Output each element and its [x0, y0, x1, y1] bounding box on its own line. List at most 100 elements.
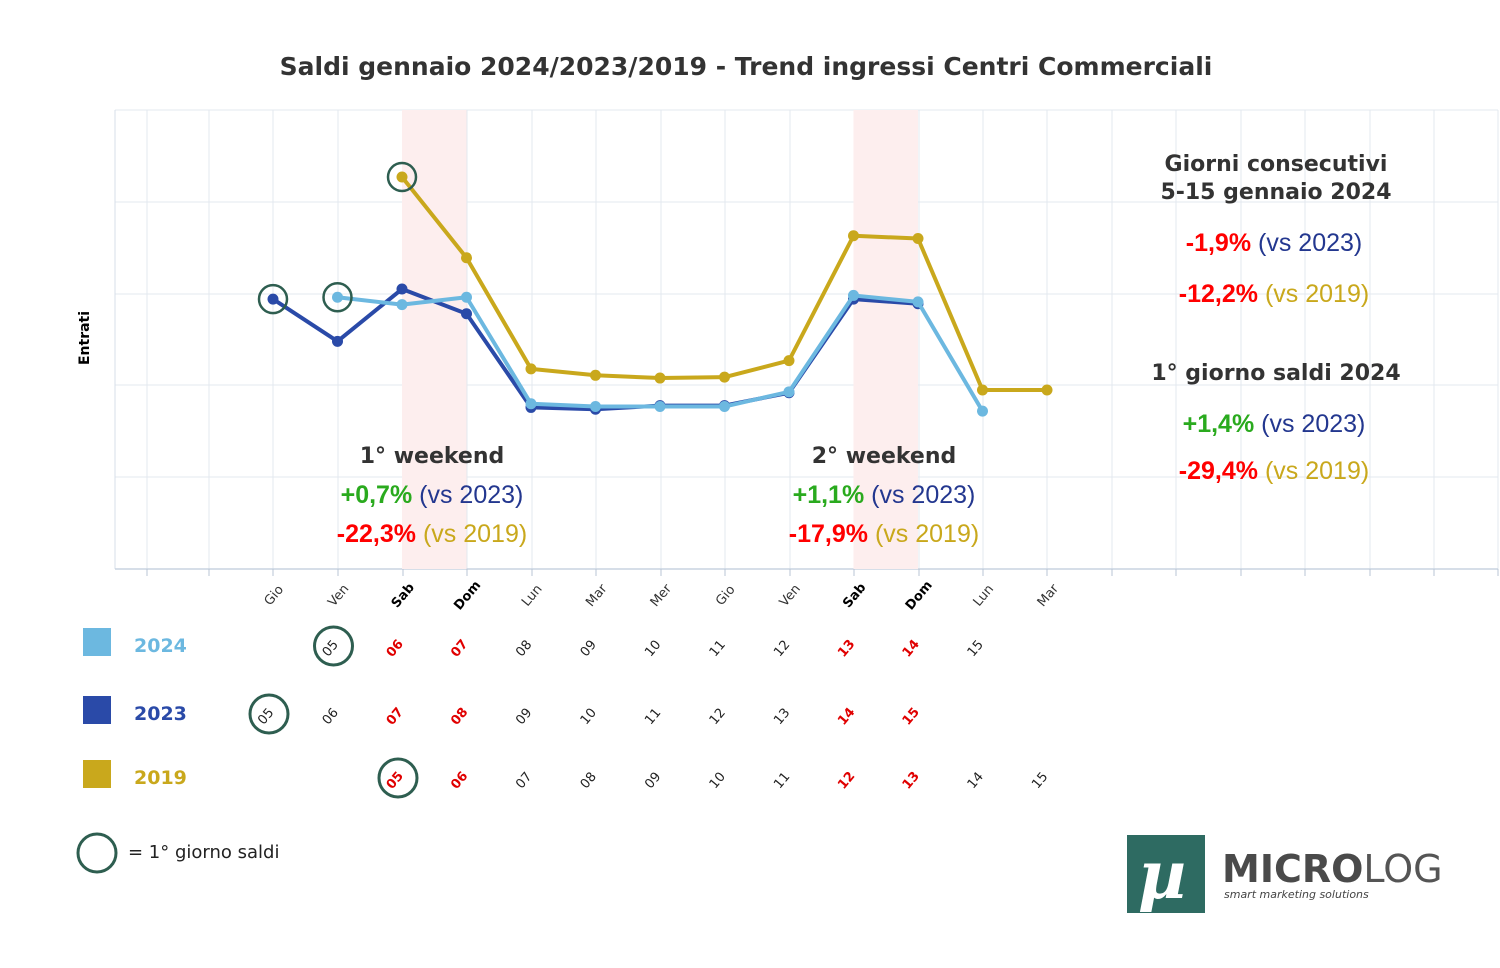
date-label-2023: 09	[513, 706, 535, 728]
brand-tagline: smart marketing solutions	[1224, 888, 1369, 901]
date-label-2023: 11	[642, 706, 664, 728]
first-day-v2019: -29,4%	[1179, 457, 1258, 485]
date-label-2019: 09	[642, 770, 664, 792]
weekend1-vs2019-line: -22,3% (vs 2019)	[337, 520, 527, 548]
data-point-2024	[719, 401, 730, 413]
weekend1-v2023: +0,7%	[341, 481, 413, 509]
x-tick-label: Dom	[903, 578, 936, 613]
micrologo-brand: µ MICROLOG smart marketing solutions	[1127, 835, 1443, 914]
date-label-2019: 13	[900, 769, 923, 793]
date-label-2023: 08	[448, 705, 471, 729]
weekend2-v2023: +1,1%	[793, 481, 865, 509]
legend-label-2024: 2024	[134, 635, 187, 657]
first-sale-day-note: = 1° giorno saldi	[128, 842, 279, 863]
date-label-2023: 14	[835, 705, 858, 729]
data-point-2019	[912, 233, 924, 245]
data-point-2019	[783, 355, 795, 367]
first-day-vs2023-line: +1,4% (vs 2023)	[1183, 410, 1366, 438]
x-tick-label: Sab	[840, 580, 869, 611]
y-axis-label: Entrati	[77, 311, 93, 365]
legend: 2024 2023 2019	[83, 628, 187, 789]
x-tick-label: Lun	[519, 582, 546, 610]
weekend2-vs2023-line: +1,1% (vs 2023)	[793, 481, 976, 509]
x-tick-label: Gio	[713, 583, 738, 609]
date-label-2019: 12	[835, 769, 858, 793]
weekend1-vs2023-line: +0,7% (vs 2023)	[341, 481, 524, 509]
weekend-band	[853, 110, 918, 569]
first-sale-day-legend-circle	[76, 832, 118, 874]
weekend2-v2019: -17,9%	[789, 520, 868, 548]
weekend1-vs2019: (vs 2019)	[423, 520, 527, 548]
first-sale-marker-2024	[322, 282, 353, 313]
data-point-2019	[1041, 384, 1053, 396]
first-sale-marker-2019	[386, 161, 418, 193]
consecutive-v2019: -12,2%	[1179, 280, 1258, 308]
data-point-2019	[590, 369, 601, 381]
consecutive-days-panel: Giorni consecutivi 5-15 gennaio 2024 -1,…	[1160, 152, 1391, 308]
consecutive-title-line2: 5-15 gennaio 2024	[1160, 180, 1391, 205]
legend-swatch-2019	[83, 760, 111, 788]
x-tick-label: Sab	[389, 580, 418, 611]
date-label-2024: 09	[578, 638, 600, 660]
weekend2-vs2019: (vs 2019)	[875, 520, 979, 548]
weekend1-v2019: -22,3%	[337, 520, 416, 548]
first-day-title: 1° giorno saldi 2024	[1151, 361, 1400, 386]
first-sale-marker-2023	[257, 283, 289, 315]
date-label-2019: 14	[965, 770, 987, 792]
series-lines	[257, 161, 1053, 417]
data-point-2024	[912, 296, 924, 308]
legend-swatch-2024	[83, 628, 111, 656]
x-axis-tick-labels: Gio Ven Sab Dom Lun Mar Mer Gio Ven Sab Dom Lun Mar	[262, 578, 1063, 613]
consecutive-vs2019-line: -12,2% (vs 2019)	[1179, 280, 1369, 308]
data-point-2019	[396, 171, 408, 183]
data-point-2024	[977, 405, 988, 417]
consecutive-vs2023: (vs 2023)	[1258, 229, 1362, 257]
chart-title: Saldi gennaio 2024/2023/2019 - Trend ing…	[280, 52, 1213, 81]
date-label-2024: 05	[320, 638, 342, 660]
consecutive-v2023: -1,9%	[1186, 229, 1251, 257]
date-label-2023: 13	[771, 706, 793, 728]
first-day-v2023: +1,4%	[1183, 410, 1255, 438]
data-point-2019	[848, 230, 859, 242]
consecutive-title-line1: Giorni consecutivi	[1165, 152, 1388, 177]
data-point-2024	[654, 401, 666, 413]
date-label-2023: 06	[320, 706, 342, 728]
data-point-2023	[267, 293, 279, 305]
x-tick-label: Ven	[325, 582, 352, 610]
data-point-2024	[396, 299, 408, 311]
data-point-2024	[590, 401, 601, 413]
brand-name-bold: MICRO	[1222, 847, 1363, 891]
data-point-2019	[461, 252, 472, 264]
consecutive-vs2019: (vs 2019)	[1265, 280, 1369, 308]
x-tick-label: Mer	[648, 581, 676, 610]
data-point-2019	[525, 363, 537, 375]
legend-label-2023: 2023	[134, 703, 187, 725]
data-point-2024	[783, 386, 795, 398]
weekend2-title: 2° weekend	[812, 444, 957, 469]
first-sale-date-circle-2019	[377, 757, 419, 799]
first-day-vs2019-line: -29,4% (vs 2019)	[1179, 457, 1369, 485]
date-label-2023: 12	[707, 706, 729, 728]
data-point-2024	[525, 398, 537, 410]
weekend2-vs2023: (vs 2023)	[871, 481, 975, 509]
legend-swatch-2023	[83, 696, 111, 724]
date-label-2024: 10	[642, 638, 664, 660]
date-label-2019: 10	[707, 770, 729, 792]
date-label-2024: 13	[835, 637, 858, 661]
brand-logo-glyph: µ	[1138, 836, 1186, 914]
date-label-2024: 12	[771, 638, 793, 660]
brand-name-rest: LOG	[1363, 847, 1442, 891]
data-point-2019	[977, 384, 988, 396]
x-tick-label: Lun	[971, 582, 998, 610]
date-label-2023: 15	[900, 705, 923, 729]
date-label-2024: 07	[448, 637, 471, 661]
first-day-vs2023: (vs 2023)	[1261, 410, 1365, 438]
first-sale-date-circle-2023	[248, 693, 290, 735]
weekend1-title: 1° weekend	[360, 444, 505, 469]
weekend2-vs2019-line: -17,9% (vs 2019)	[789, 520, 979, 548]
date-label-2024: 15	[965, 638, 987, 660]
legend-label-2019: 2019	[134, 767, 187, 789]
x-tick-label: Mar	[583, 581, 611, 610]
data-point-2024	[461, 291, 472, 303]
